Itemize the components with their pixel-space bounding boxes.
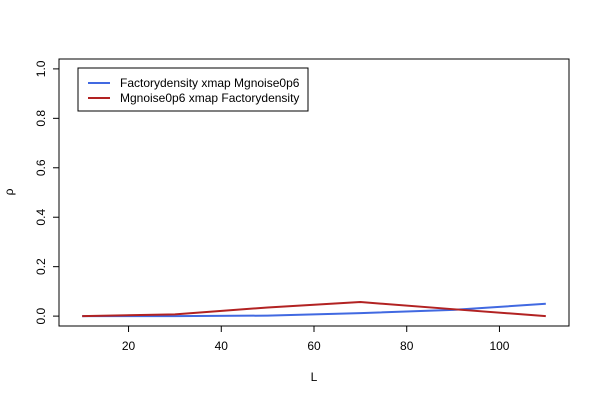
legend: Factorydensity xmap Mgnoise0p6 Mgnoise0p… — [77, 67, 309, 112]
legend-box — [77, 67, 309, 112]
legend-label-series-1: Factorydensity xmap Mgnoise0p6 — [120, 76, 300, 90]
x-tick-label: 40 — [215, 339, 229, 353]
y-tick-label: 0.0 — [34, 307, 48, 324]
x-tick-label: 60 — [307, 339, 321, 353]
x-axis: 20 40 60 80 100 — [122, 326, 510, 353]
x-tick-label: 20 — [122, 339, 136, 353]
series-line-2 — [82, 301, 546, 318]
y-tick-label: 0.8 — [34, 110, 48, 127]
x-tick-label: 100 — [489, 339, 509, 353]
x-tick-label: 80 — [400, 339, 414, 353]
y-axis: 0.0 0.2 0.4 0.6 0.8 1.0 — [34, 60, 59, 324]
y-tick-label: 0.6 — [34, 159, 48, 176]
y-tick-label: 0.4 — [34, 209, 48, 226]
legend-label-series-2: Mgnoise0p6 xmap Factorydensity — [120, 91, 299, 105]
y-tick-label: 1.0 — [34, 60, 48, 77]
y-tick-label: 0.2 — [34, 258, 48, 275]
y-axis-label: ρ — [2, 188, 16, 195]
series-line-1 — [82, 302, 546, 318]
series-layer — [82, 301, 546, 318]
x-axis-label: L — [311, 370, 318, 384]
